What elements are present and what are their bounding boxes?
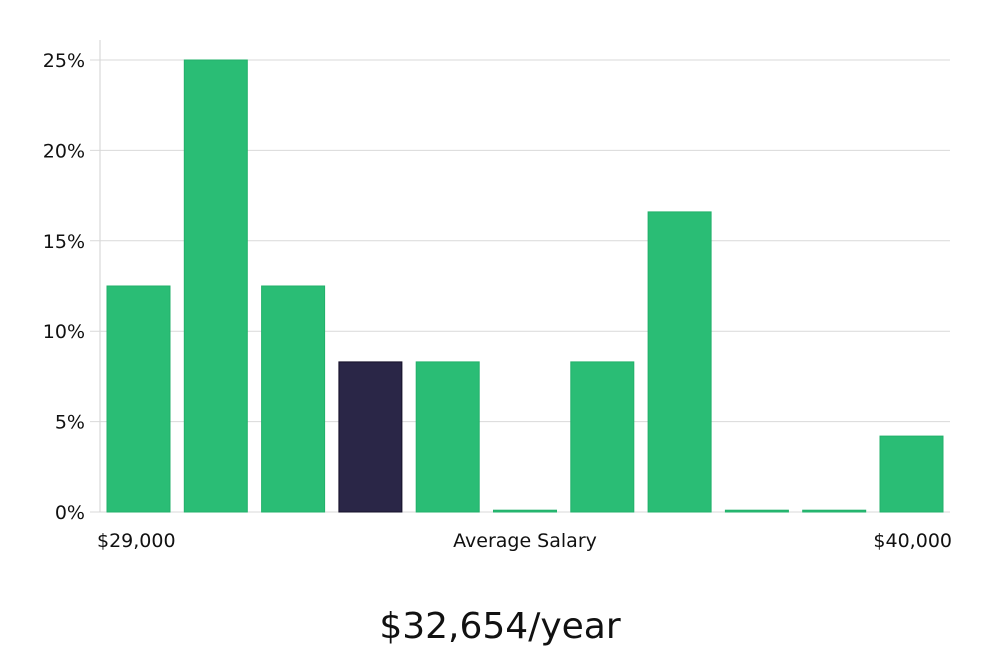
y-tick-label: 25% (43, 50, 85, 72)
x-range-min-label: $29,000 (97, 530, 176, 552)
x-axis-label: Average Salary (453, 530, 597, 552)
bar (261, 285, 326, 513)
y-tick-label: 0% (55, 502, 85, 524)
y-tick-label: 20% (43, 140, 85, 162)
bar (879, 435, 944, 513)
bar (183, 59, 248, 513)
y-tick-label: 15% (43, 231, 85, 253)
x-range-max-label: $40,000 (873, 530, 952, 552)
bars (106, 59, 944, 513)
y-tick-label: 5% (55, 412, 85, 434)
average-salary-value: $32,654/year (379, 606, 621, 647)
bar (106, 285, 171, 513)
x-axis-labels: $29,000 Average Salary $40,000 (97, 530, 952, 552)
bar (415, 361, 480, 513)
bar (647, 211, 712, 513)
salary-histogram: 0% 5% 10% 15% 20% 25% $29,000 Average Salary … (43, 40, 952, 552)
y-tick-label: 10% (43, 321, 85, 343)
bar (724, 509, 789, 513)
bar-highlighted (338, 361, 403, 513)
bar (802, 509, 867, 513)
y-axis-ticks: 0% 5% 10% 15% 20% 25% (43, 50, 85, 524)
bar (493, 509, 557, 513)
bar (570, 361, 635, 513)
